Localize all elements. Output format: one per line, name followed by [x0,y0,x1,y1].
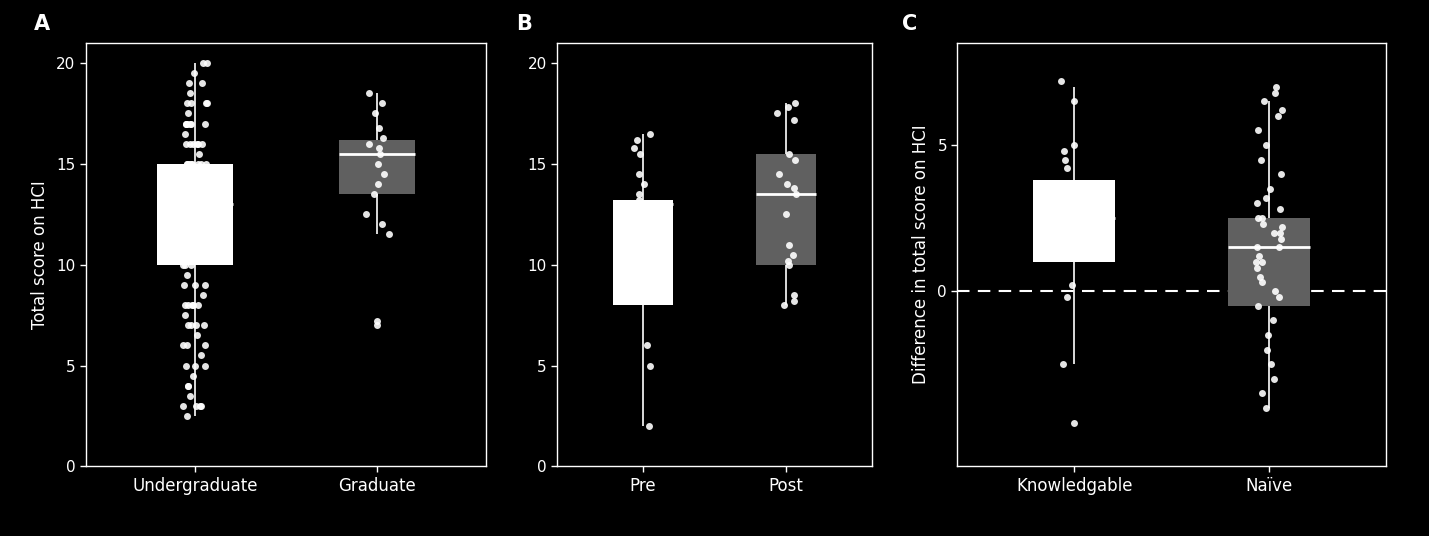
Bar [1033,180,1115,262]
Text: A: A [34,14,50,34]
Y-axis label: Difference in total score on HCI: Difference in total score on HCI [913,125,930,384]
Bar [157,164,233,265]
Bar [339,140,414,194]
Bar [756,154,816,265]
Y-axis label: Total score on HCI: Total score on HCI [31,180,49,329]
Text: C: C [902,14,917,34]
Bar [613,200,673,305]
Text: B: B [516,14,533,34]
Bar [1229,218,1310,306]
